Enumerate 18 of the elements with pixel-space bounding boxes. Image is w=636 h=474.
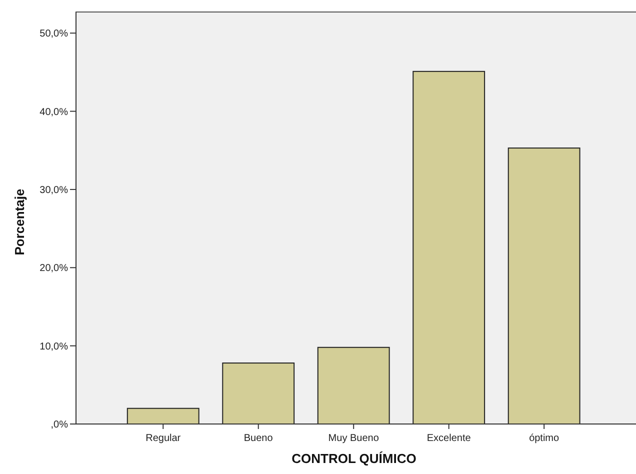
bar bbox=[222, 362, 295, 424]
bar bbox=[317, 346, 390, 424]
bar bbox=[412, 70, 486, 424]
y-tick-label: 40,0% bbox=[40, 106, 68, 118]
x-tick-label: Excelente bbox=[426, 433, 472, 444]
y-tick-label: 30,0% bbox=[40, 184, 68, 196]
x-tick-label: Regular bbox=[146, 433, 182, 444]
x-axis-title: CONTROL QUÍMICO bbox=[292, 451, 416, 466]
y-tick-label: 20,0% bbox=[40, 263, 68, 274]
y-tick-label: 50,0% bbox=[40, 28, 68, 40]
x-tick-label: Muy Bueno bbox=[328, 433, 380, 444]
x-tick-label: Bueno bbox=[244, 433, 274, 444]
bar bbox=[508, 148, 580, 424]
y-tick-label: 10,0% bbox=[40, 341, 68, 352]
x-tick-label: óptimo bbox=[529, 433, 560, 444]
y-tick-label: ,0% bbox=[50, 420, 68, 430]
y-axis-title: Porcentaje bbox=[12, 188, 27, 256]
bar bbox=[126, 408, 200, 424]
